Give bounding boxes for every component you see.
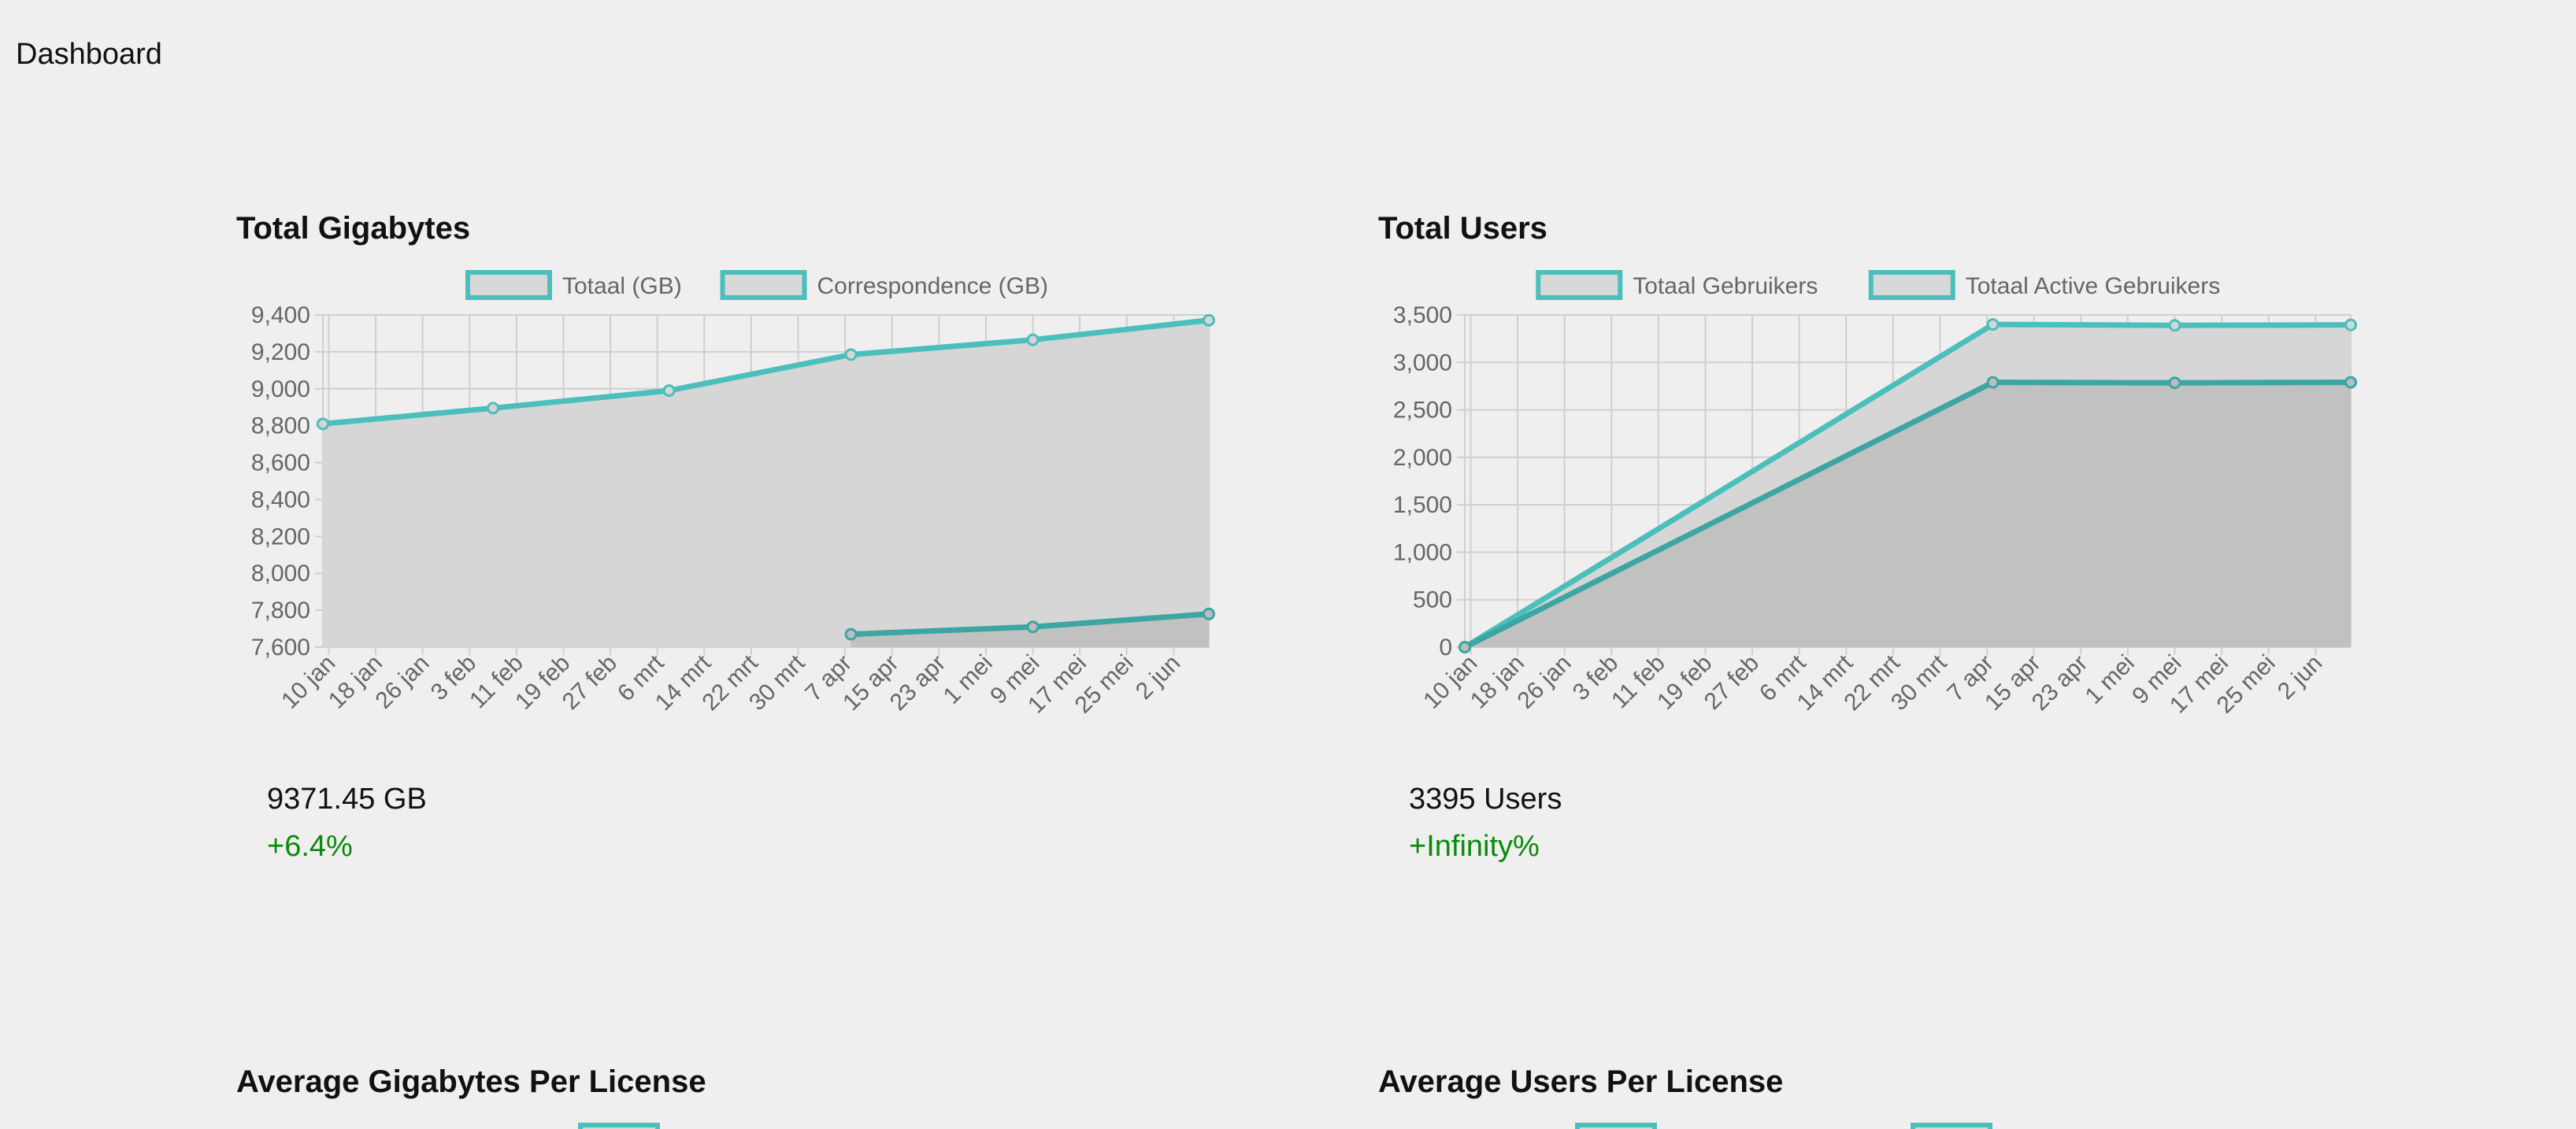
y-tick-label: 8,800 — [251, 413, 310, 439]
y-tick-label: 8,200 — [251, 524, 310, 550]
x-tick-label: 1 mei — [939, 650, 998, 709]
x-tick-label: 26 jan — [370, 650, 434, 714]
total-users-chart: Totaal Gebruikers Totaal Active Gebruiker… — [1393, 270, 2357, 719]
x-tick-label: 1 mei — [2081, 650, 2140, 709]
y-tick-label: 8,600 — [251, 450, 310, 476]
stat-change: +6.4% — [267, 830, 353, 863]
series-area — [323, 320, 1209, 647]
total-gigabytes-chart: Totaal (GB) Correspondence (GB) 7,600 7,800… — [251, 270, 1215, 719]
data-point[interactable] — [1026, 620, 1040, 634]
y-tick-label: 1,000 — [1393, 539, 1452, 565]
data-point[interactable] — [844, 348, 858, 361]
legend-item[interactable]: Correspondence (GB) — [720, 270, 1048, 300]
legend-swatch — [465, 270, 552, 300]
y-tick-label: 0 — [1439, 635, 1452, 661]
y-tick-label: 9,400 — [251, 302, 310, 328]
panel-title: Total Users — [1378, 211, 1547, 246]
stat-value: 3395 Users — [1409, 783, 1562, 816]
panel-total-users: Total Users Totaal Gebruikers Totaal Acti… — [1378, 211, 2402, 880]
stat-change: +Infinity% — [1409, 830, 1540, 863]
y-tick-label: 3,000 — [1393, 350, 1452, 376]
series-line — [1463, 379, 2352, 650]
legend: Totaal (GB) Correspondence (GB) — [465, 270, 1048, 300]
legend-label: Totaal Active Gebruikers — [1966, 273, 2220, 299]
data-point[interactable] — [2168, 376, 2181, 390]
data-point[interactable] — [1986, 376, 2000, 389]
data-point[interactable] — [2168, 319, 2181, 332]
x-tick-label: 26 jan — [1512, 650, 1576, 714]
y-tick-label: 3,500 — [1393, 302, 1452, 328]
panel-title: Average Users Per License — [1378, 1064, 1784, 1099]
legend-swatch — [1868, 270, 1955, 300]
stat-value: 9371.45 GB — [267, 783, 427, 816]
y-tick-label: 8,400 — [251, 487, 310, 513]
y-tick-label: 7,800 — [251, 598, 310, 624]
data-point[interactable] — [1203, 313, 1215, 327]
series-line — [1463, 321, 2352, 650]
legend-label: Totaal (GB) — [562, 273, 682, 299]
series-line — [322, 317, 1210, 427]
legend-item[interactable]: Totaal Active Gebruikers — [1868, 270, 2220, 300]
panel-title: Average Gigabytes Per License — [236, 1064, 706, 1099]
legend: Totaal Gebruikers Totaal Active Gebruiker… — [1536, 270, 2220, 300]
legend-swatch — [720, 270, 807, 300]
x-tick-label: 18 jan — [324, 650, 387, 714]
y-tick-label: 8,000 — [251, 561, 310, 587]
data-point[interactable] — [2344, 318, 2357, 331]
x-tick-label: 27 feb — [558, 650, 622, 715]
y-tick-label: 2,500 — [1393, 398, 1452, 424]
legend-item[interactable]: Totaal Gebruikers — [1536, 270, 1818, 300]
legend-swatch — [1536, 270, 1623, 300]
data-point[interactable] — [1458, 641, 1471, 653]
x-tick-label: 27 feb — [1699, 650, 1764, 715]
panel-title: Total Gigabytes — [236, 211, 471, 246]
legend-box[interactable] — [1575, 1123, 1657, 1129]
series-area — [1465, 382, 2351, 647]
legend-box[interactable] — [578, 1123, 660, 1129]
y-tick-label: 2,000 — [1393, 445, 1452, 471]
legend-item[interactable]: Totaal (GB) — [465, 270, 682, 300]
y-tick-label: 1,500 — [1393, 492, 1452, 518]
data-point[interactable] — [662, 384, 676, 398]
data-point[interactable] — [1203, 607, 1215, 620]
data-point[interactable] — [844, 627, 858, 641]
y-tick-label: 500 — [1413, 587, 1452, 613]
x-tick-label: 2 jun — [1131, 650, 1185, 705]
data-point[interactable] — [317, 417, 329, 431]
data-point[interactable] — [2344, 376, 2357, 389]
panel-average-gigabytes-per-license: Average Gigabytes Per License — [236, 1064, 1260, 1129]
legend-label: Totaal Gebruikers — [1633, 273, 1818, 299]
legend-label: Correspondence (GB) — [817, 273, 1048, 299]
data-point[interactable] — [1986, 318, 2000, 331]
y-tick-label: 7,600 — [251, 635, 310, 661]
panel-average-users-per-license: Average Users Per License — [1378, 1064, 2402, 1129]
x-tick-label: 18 jan — [1466, 650, 1529, 714]
panel-total-gigabytes: Total Gigabytes Totaal (GB) Correspondenc… — [236, 211, 1260, 880]
y-tick-label: 9,200 — [251, 339, 310, 365]
data-point[interactable] — [487, 402, 500, 415]
page-title: Dashboard — [16, 38, 162, 71]
legend-box[interactable] — [1911, 1123, 1992, 1129]
x-tick-label: 2 jun — [2273, 650, 2327, 705]
y-tick-label: 9,000 — [251, 376, 310, 402]
data-point[interactable] — [1026, 333, 1040, 346]
